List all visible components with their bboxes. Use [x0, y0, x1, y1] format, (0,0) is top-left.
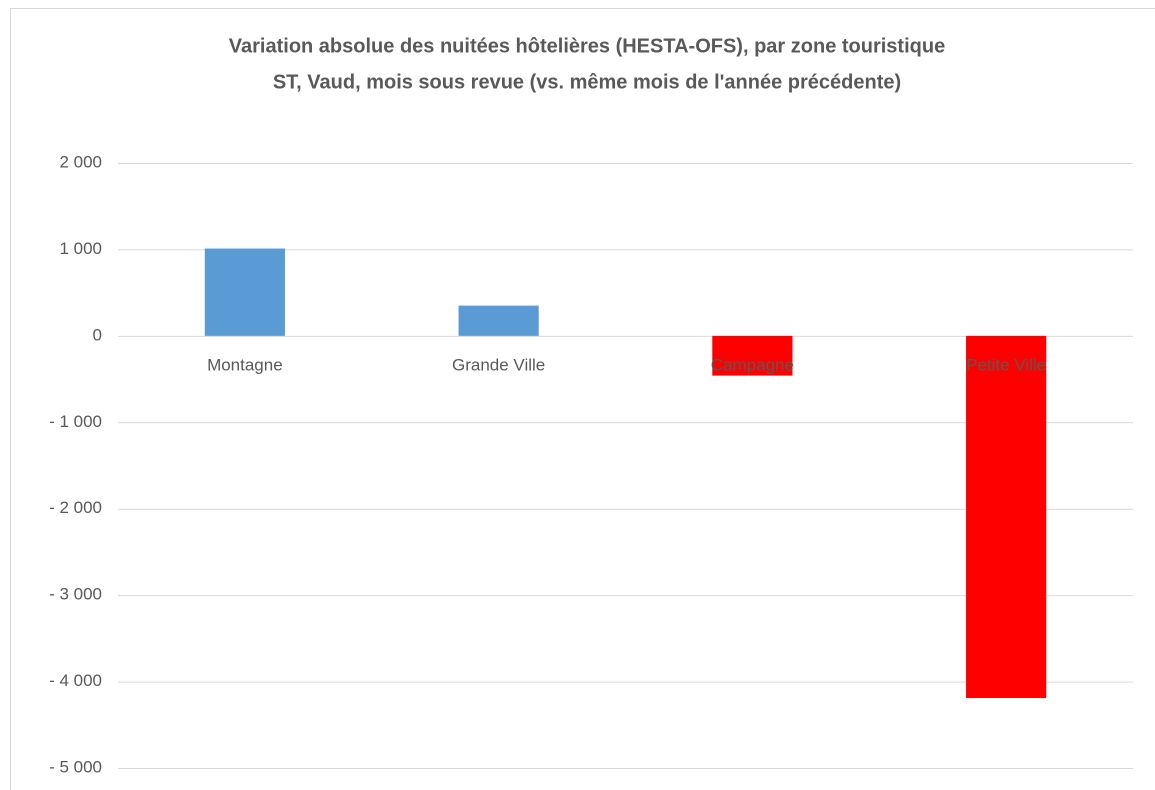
y-tick-label: - 3 000	[49, 585, 102, 604]
y-tick-label: - 2 000	[49, 498, 102, 517]
bar	[966, 335, 1047, 698]
x-tick-label: Montagne	[207, 355, 283, 374]
y-tick-label: - 4 000	[49, 671, 102, 690]
y-tick-label: 2 000	[59, 152, 102, 171]
bar	[204, 248, 285, 336]
bar	[712, 335, 793, 376]
x-tick-label: Grande Ville	[452, 355, 545, 374]
chart-subtitle: ST, Vaud, mois sous revue (vs. même mois…	[273, 71, 901, 93]
x-tick-label: Petite Ville	[966, 355, 1046, 374]
y-tick-label: 0	[93, 325, 102, 344]
x-tick-label: Campagne	[711, 355, 794, 374]
chart-frame	[10, 8, 1155, 790]
y-tick-label: 1 000	[59, 239, 102, 258]
chart-title: Variation absolue des nuitées hôtelières…	[229, 35, 945, 57]
bar	[458, 305, 539, 336]
y-tick-label: - 1 000	[49, 412, 102, 431]
y-tick-label: - 5 000	[49, 757, 102, 776]
